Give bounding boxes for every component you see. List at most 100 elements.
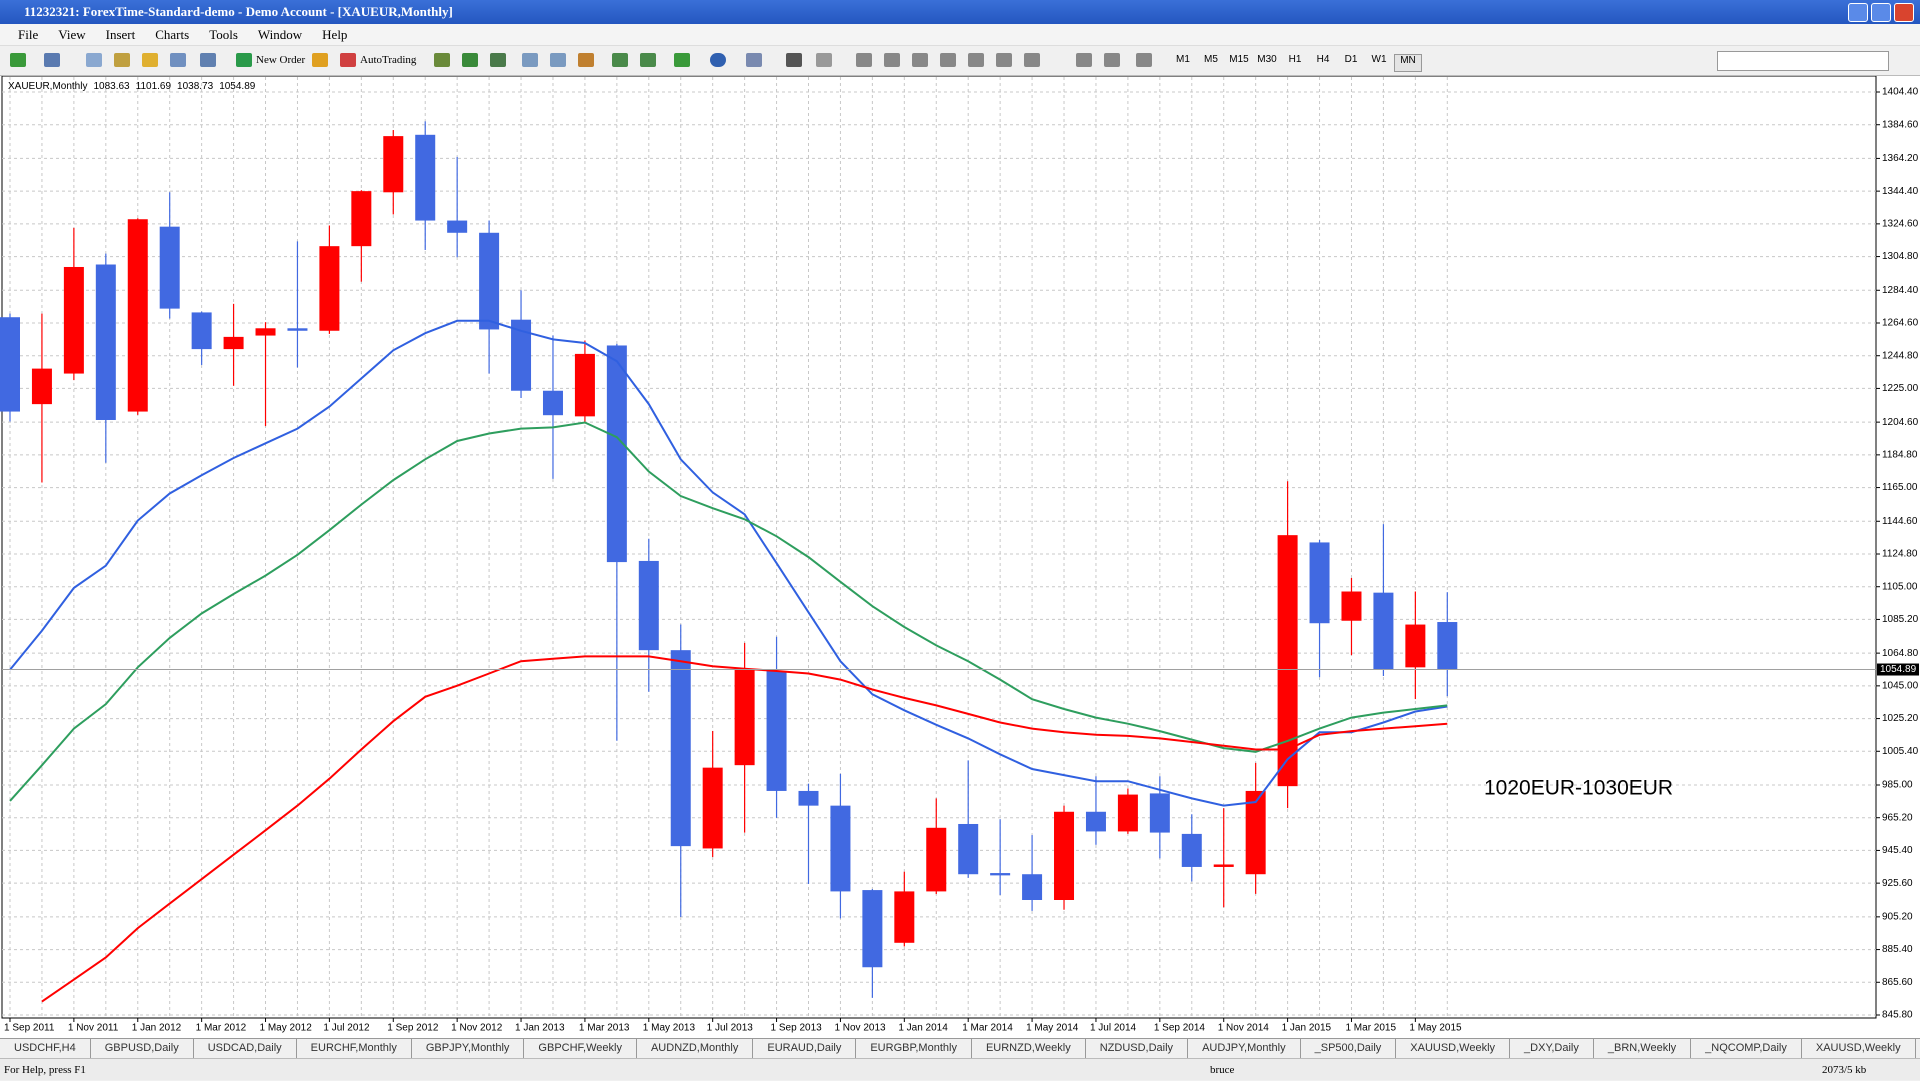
menu-item[interactable]: View — [58, 27, 86, 42]
candle-body — [830, 805, 851, 892]
label-icon[interactable] — [1024, 53, 1040, 67]
timeframe-button[interactable]: MN — [1394, 54, 1422, 72]
menu-item[interactable]: Tools — [209, 27, 238, 42]
x-tick-label: 1 Jul 2013 — [707, 1023, 754, 1034]
chart-tab[interactable]: EURCHF,Monthly — [297, 1039, 412, 1058]
timeframe-button[interactable]: M5 — [1204, 54, 1218, 65]
chart-tab[interactable]: XAUUSD,Weekly — [1802, 1039, 1916, 1058]
timeframe-button[interactable]: M15 — [1229, 54, 1249, 65]
x-tick-label: 1 Nov 2013 — [834, 1023, 886, 1034]
chart-tab[interactable]: EURAUD,Daily — [753, 1039, 857, 1058]
line-chart-icon[interactable] — [490, 53, 506, 67]
minimize-button[interactable] — [1848, 3, 1868, 22]
vline-icon[interactable] — [856, 53, 872, 67]
periods-icon[interactable] — [710, 53, 726, 67]
fibo-fan-icon[interactable] — [1104, 53, 1120, 67]
editor-icon[interactable] — [200, 53, 216, 67]
candle-body — [926, 827, 947, 892]
hline-icon[interactable] — [884, 53, 900, 67]
autotrading-button[interactable]: AutoTrading — [360, 54, 417, 66]
chart-tab[interactable]: XAUUSD,Weekly — [1396, 1039, 1511, 1058]
market-watch-icon[interactable] — [86, 53, 102, 67]
candle-icon[interactable] — [462, 53, 478, 67]
y-tick-label: 1085.20 — [1882, 614, 1919, 625]
chart-tab[interactable]: USDCAD,Daily — [194, 1039, 297, 1058]
indicators-icon[interactable] — [674, 53, 690, 67]
menu-item[interactable]: Window — [257, 27, 303, 42]
autotrading-icon[interactable] — [340, 53, 356, 67]
chart-tab[interactable]: _BRN,Weekly — [1594, 1039, 1692, 1058]
tile-icon[interactable] — [578, 53, 594, 67]
timeframe-button[interactable]: D1 — [1344, 54, 1358, 65]
candle-body — [1213, 864, 1234, 867]
cursor-icon[interactable] — [786, 53, 802, 67]
x-tick-label: 1 Jul 2012 — [323, 1023, 370, 1034]
menu-item[interactable]: Charts — [155, 27, 190, 42]
channel-icon[interactable] — [940, 53, 956, 67]
templates-icon[interactable] — [746, 53, 762, 67]
trendline-icon[interactable] — [912, 53, 928, 67]
y-tick-label: 1364.20 — [1882, 153, 1919, 164]
candle-body — [1437, 622, 1458, 670]
arrows-icon[interactable] — [1136, 53, 1152, 67]
text-icon[interactable] — [996, 53, 1012, 67]
y-tick-label: 1184.80 — [1882, 449, 1918, 460]
new-order-button[interactable]: New Order — [256, 54, 306, 66]
fibo-icon[interactable] — [968, 53, 984, 67]
bar-chart-icon[interactable] — [434, 53, 450, 67]
tester-icon[interactable] — [170, 53, 186, 67]
timeframe-button[interactable]: H4 — [1316, 54, 1330, 65]
chart-tab[interactable]: GBPJPY,Monthly — [412, 1039, 525, 1058]
chart-tab[interactable]: _DXY,Daily — [1510, 1039, 1594, 1058]
candle-body — [1341, 591, 1362, 621]
search-box[interactable] — [1717, 51, 1889, 71]
candle-body — [990, 873, 1011, 876]
chart-tab[interactable]: NZDUSD,Daily — [1086, 1039, 1189, 1058]
chart-tab[interactable]: _SP500,Daily — [1301, 1039, 1397, 1058]
close-button[interactable] — [1894, 3, 1914, 22]
navigator-icon[interactable] — [114, 53, 130, 67]
menu-item[interactable]: Insert — [105, 27, 136, 42]
timeframe-button[interactable]: M30 — [1257, 54, 1277, 65]
chart-tab[interactable]: EURNZD,Weekly — [972, 1039, 1086, 1058]
x-tick-label: 1 Sep 2011 — [4, 1023, 55, 1034]
timeframe-button[interactable]: M1 — [1176, 54, 1190, 65]
candle-body — [958, 823, 979, 875]
periods-sep-icon[interactable] — [1076, 53, 1092, 67]
crosshair-icon[interactable] — [816, 53, 832, 67]
chart-tab[interactable]: EURGBP,Monthly — [856, 1039, 972, 1058]
zoom-out-icon[interactable] — [550, 53, 566, 67]
expert-icon[interactable] — [312, 53, 328, 67]
menu-item[interactable]: Help — [322, 27, 348, 42]
new-chart-icon[interactable] — [10, 53, 26, 67]
y-tick-label: 985.00 — [1882, 780, 1913, 791]
candle-body — [351, 191, 372, 247]
y-tick-label: 1124.80 — [1882, 549, 1918, 560]
chart-tab[interactable]: AUDJPY,Monthly — [1188, 1039, 1301, 1058]
candle-body — [766, 670, 787, 791]
profiles-icon[interactable] — [44, 53, 60, 67]
menu-item[interactable]: File — [18, 27, 39, 42]
y-tick-label: 1045.00 — [1882, 680, 1919, 691]
candle-body — [191, 312, 212, 350]
x-tick-label: 1 Nov 2012 — [451, 1023, 503, 1034]
timeframe-button[interactable]: H1 — [1288, 54, 1302, 65]
chart-tab[interactable]: AUDNZD,Monthly — [637, 1039, 754, 1058]
new-order-icon[interactable] — [236, 53, 252, 67]
chart-tab[interactable]: GBPCHF,Weekly — [524, 1039, 637, 1058]
autoscroll-icon[interactable] — [612, 53, 628, 67]
zoom-in-icon[interactable] — [522, 53, 538, 67]
shift-icon[interactable] — [640, 53, 656, 67]
candle-body — [1277, 535, 1298, 787]
terminal-icon[interactable] — [142, 53, 158, 67]
chart-tab[interactable]: USDCHF,H4 — [0, 1039, 91, 1058]
chart-tab[interactable]: GBPUSD,Daily — [91, 1039, 194, 1058]
candle-body — [287, 328, 308, 331]
maximize-button[interactable] — [1871, 3, 1891, 22]
y-tick-label: 1284.40 — [1882, 285, 1919, 296]
chart-tab[interactable]: _NQCOMP,Daily — [1691, 1039, 1802, 1058]
current-price-label: 1054.89 — [1880, 664, 1917, 675]
chart-tab[interactable]: GBPAUD,Monthly — [1916, 1039, 1920, 1058]
timeframe-button[interactable]: W1 — [1371, 54, 1387, 65]
